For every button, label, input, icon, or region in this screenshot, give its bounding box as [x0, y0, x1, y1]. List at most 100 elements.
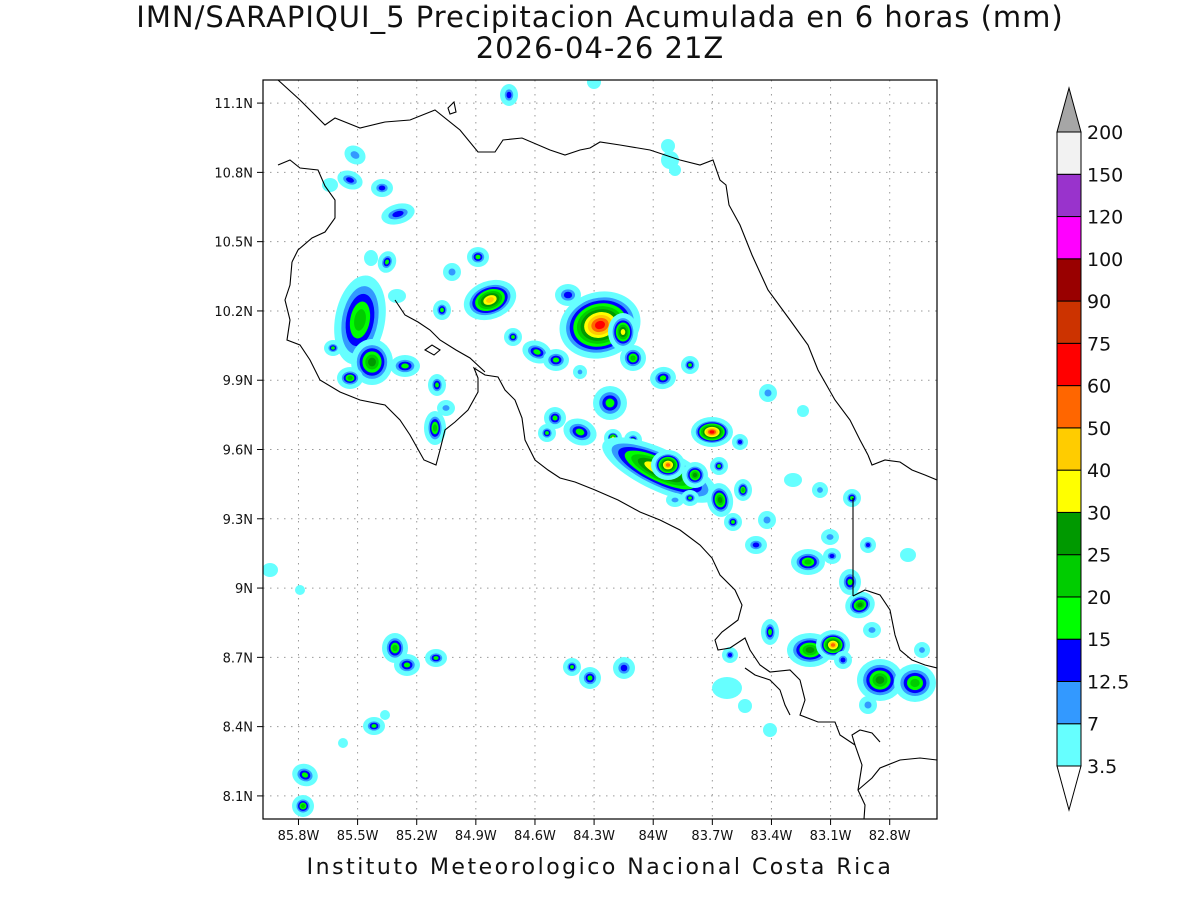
caribbean-coastline: [277, 80, 869, 456]
precip-cell: [666, 493, 684, 507]
lat-tick-label: 8.1N: [223, 790, 253, 805]
precip-cell: [563, 418, 597, 446]
precip-contour: [741, 487, 745, 493]
precip-cell: [587, 80, 601, 89]
precip-contour: [737, 439, 743, 445]
precip-cell: [857, 659, 903, 701]
precip-cell: [823, 548, 841, 564]
precip-cell: [593, 386, 627, 420]
colorbar-swatch: [1056, 596, 1082, 640]
lon-tick-label: 83.4W: [751, 829, 793, 844]
precip-cell: [433, 300, 451, 320]
precip-contour: [587, 80, 601, 89]
precip-contour: [847, 578, 853, 586]
precip-contour: [263, 563, 278, 577]
precip-cell: [821, 529, 839, 545]
colorbar-label: 200: [1087, 122, 1123, 144]
precip-contour: [805, 646, 815, 654]
precip-contour: [900, 548, 916, 562]
map-subtitle: 2026-04-26 21Z: [475, 31, 725, 65]
lon-tick-label: 83.7W: [691, 829, 733, 844]
colorbar-swatch: [1056, 469, 1082, 513]
precip-cell: [681, 490, 699, 506]
colorbar-label: 100: [1087, 249, 1123, 271]
precip-contour: [563, 291, 573, 299]
precip-contour: [712, 677, 742, 699]
precip-contour: [552, 415, 558, 421]
precip-cell: [344, 145, 366, 165]
precip-contour: [671, 497, 679, 503]
precip-cell: [797, 405, 809, 417]
colorbar: 3.5 7 12.5 15 20 25 30 40 50 60 75 90 100 120 150 200: [1056, 86, 1129, 812]
precip-contour: [486, 297, 494, 303]
colorbar-swatch: [1056, 131, 1082, 175]
precip-contour: [378, 185, 386, 191]
precipitation-field: [263, 80, 936, 817]
precip-contour: [331, 346, 335, 350]
colorbar-max-arrow: [1056, 86, 1082, 133]
precip-cell: [377, 251, 397, 273]
lon-tick-label: 85.8W: [278, 829, 320, 844]
precip-contour: [364, 250, 378, 266]
precip-cell: [620, 345, 646, 371]
precip-cell: [691, 417, 733, 447]
precip-contour: [727, 652, 733, 658]
colorbar-swatch: [1056, 511, 1082, 556]
precip-contour: [688, 363, 692, 367]
latitude-axis: 11.1N 10.8N 10.5N 10.2N 9.9N 9.6N 9.3N 9N 8.7N 8.…: [214, 97, 263, 805]
lat-tick-label: 8.7N: [223, 651, 253, 666]
precip-contour: [433, 656, 439, 660]
precip-contour: [817, 487, 823, 493]
colorbar-swatch: [1056, 427, 1082, 471]
precip-cell: [732, 434, 748, 450]
precip-contour: [511, 335, 515, 339]
precip-contour: [826, 534, 834, 540]
precip-cell: [900, 548, 916, 562]
precip-contour: [350, 151, 360, 159]
precip-cell: [712, 677, 742, 699]
precip-contour: [605, 398, 615, 408]
colorbar-swatch: [1056, 554, 1082, 598]
precip-contour: [669, 164, 681, 176]
precip-cell: [650, 366, 676, 390]
precip-contour: [752, 542, 760, 548]
colorbar-swatch: [1056, 723, 1082, 767]
precip-cell: [388, 289, 406, 303]
colorbar-label: 60: [1087, 376, 1111, 398]
lat-tick-label: 11.1N: [214, 97, 253, 112]
precip-cell: [424, 411, 446, 445]
precip-cell: [845, 591, 875, 619]
precip-contour: [731, 520, 735, 524]
precip-cell: [843, 489, 861, 507]
precip-cell: [443, 263, 461, 281]
precip-contour: [620, 664, 628, 672]
precip-contour: [475, 254, 481, 260]
colorbar-label: 50: [1087, 418, 1111, 440]
precip-contour: [919, 647, 925, 653]
colorbar-swatch: [1056, 638, 1082, 682]
lon-tick-label: 84.9W: [455, 829, 497, 844]
colorbar-min-arrow: [1056, 765, 1082, 812]
precip-contour: [392, 210, 404, 218]
precip-contour: [575, 428, 585, 436]
precip-cell: [863, 622, 881, 638]
precip-contour: [545, 431, 549, 435]
precip-cell: [425, 649, 447, 667]
colorbar-label: 12.5: [1087, 671, 1129, 693]
precip-contour: [533, 349, 541, 355]
precip-contour: [392, 644, 398, 652]
nicoya-gulf-coast: [394, 299, 486, 373]
precip-contour: [830, 643, 836, 647]
precip-cell: [738, 699, 752, 713]
precip-contour: [506, 91, 512, 99]
precip-contour: [347, 375, 353, 381]
precip-contour: [659, 375, 667, 381]
precip-contour: [442, 405, 450, 411]
precip-cell: [681, 356, 699, 374]
precip-contour: [380, 710, 390, 720]
burica-peninsula: [851, 729, 881, 746]
colorbar-label: 20: [1087, 587, 1111, 609]
precip-cell: [724, 513, 742, 531]
nicaragua-border: [277, 159, 336, 263]
